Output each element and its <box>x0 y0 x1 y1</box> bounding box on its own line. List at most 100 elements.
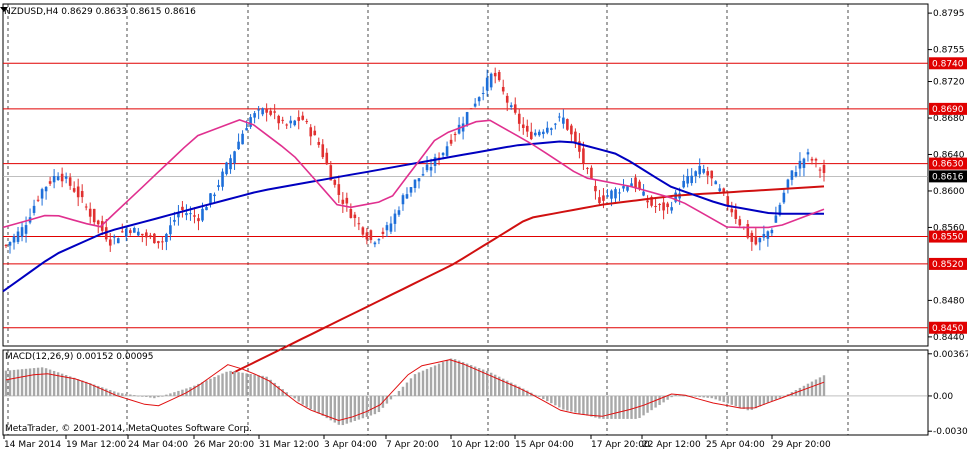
time-tick-label: 26 Mar 20:00 <box>194 440 254 450</box>
macd-bar <box>157 395 160 398</box>
macd-bar <box>12 369 16 396</box>
macd-tick-label: 0.00367 <box>933 350 968 360</box>
macd-bar <box>477 368 481 396</box>
candle-body <box>245 128 248 131</box>
macd-bar <box>393 395 397 396</box>
price-tick-label: 0.8755 <box>933 46 965 56</box>
candle-body <box>225 162 228 175</box>
candle-body <box>345 197 349 204</box>
macd-bar <box>165 394 168 396</box>
macd-bar <box>822 375 826 396</box>
candle-body <box>429 166 433 171</box>
macd-bar <box>325 395 328 419</box>
macd-bar <box>457 360 461 396</box>
macd-bar <box>52 370 56 396</box>
candle-body <box>181 206 184 211</box>
candle-body <box>124 228 128 237</box>
macd-bar <box>349 395 353 423</box>
candle-body <box>68 177 72 186</box>
candle-body <box>333 179 337 185</box>
price-tick-label: 0.8440 <box>933 333 965 343</box>
candle-body <box>329 165 333 181</box>
candle-body <box>481 92 485 94</box>
macd-bar <box>582 395 585 415</box>
macd-bar <box>76 379 80 396</box>
time-tick-label: 10 Apr 12:00 <box>451 440 510 450</box>
macd-bar <box>690 395 693 397</box>
macd-bar <box>730 395 733 405</box>
macd-bar <box>249 373 252 396</box>
macd-bar <box>273 382 276 396</box>
symbol-header: NZDUSD,H4 0.8629 0.8633 0.8615 0.8616 <box>4 7 196 17</box>
macd-bar <box>774 395 778 400</box>
macd-bar <box>329 395 332 421</box>
candle-body <box>36 199 40 201</box>
level-price-tag <box>929 102 967 115</box>
macd-bar <box>802 385 806 396</box>
candle-body <box>72 188 76 192</box>
macd-bar <box>201 382 204 396</box>
candle-body <box>321 144 325 158</box>
macd-bar <box>469 365 473 396</box>
macd-bar <box>706 395 709 398</box>
candle-body <box>610 190 613 199</box>
candle-body <box>582 148 585 164</box>
macd-bar <box>514 384 517 396</box>
time-tick-label: 7 Apr 20:00 <box>386 440 439 450</box>
macd-bar <box>610 395 613 419</box>
candle-body <box>806 152 810 155</box>
candle-body <box>626 186 629 191</box>
level-price-label: 0.8630 <box>932 160 964 170</box>
time-tick-label: 15 Apr 04:00 <box>515 440 574 450</box>
candle-body <box>48 181 52 184</box>
candle-body <box>84 206 88 208</box>
time-tick-label: 22 Apr 12:00 <box>642 440 701 450</box>
macd-bar <box>401 386 405 396</box>
candle-body <box>373 242 377 245</box>
macd-bar <box>261 375 264 396</box>
level-price-label: 0.8740 <box>932 59 964 69</box>
candle-body <box>694 171 697 177</box>
candle-body <box>265 108 268 113</box>
candle-body <box>634 177 637 189</box>
macd-bar <box>225 371 228 396</box>
macd-bar <box>141 395 144 397</box>
time-tick-label: 14 Mar 2014 <box>4 440 61 450</box>
candle-body <box>277 115 280 124</box>
macd-bar <box>449 358 453 396</box>
candle-body <box>642 191 645 196</box>
macd-bar <box>241 372 244 396</box>
macd-bar <box>257 375 260 396</box>
candle-body <box>513 104 517 113</box>
candle-body <box>281 119 284 121</box>
candle-body <box>493 72 497 77</box>
macd-bar <box>666 395 669 400</box>
macd-bar <box>161 395 164 397</box>
macd-bar <box>277 385 280 396</box>
candle-body <box>774 215 778 223</box>
candle-body <box>594 185 597 192</box>
macd-bar <box>113 391 116 396</box>
candle-body <box>542 131 545 135</box>
candle-body <box>525 125 529 132</box>
macd-bar <box>441 361 445 396</box>
candle-body <box>289 120 292 124</box>
macd-bar <box>28 368 32 396</box>
macd-bar <box>193 385 196 396</box>
candle-body <box>546 127 549 133</box>
collapse-triangle-icon[interactable] <box>0 7 8 12</box>
candle-body <box>12 236 16 243</box>
macd-bar <box>229 370 232 396</box>
macd-bar <box>750 395 754 410</box>
candle-body <box>782 192 786 203</box>
candle-body <box>285 124 288 126</box>
candle-body <box>802 158 806 168</box>
price-tick-label: 0.8720 <box>933 78 965 88</box>
candle-body <box>185 213 188 216</box>
candle-body <box>698 165 701 175</box>
candle-body <box>305 121 309 123</box>
candle-body <box>365 232 369 240</box>
candle-body <box>409 187 413 193</box>
